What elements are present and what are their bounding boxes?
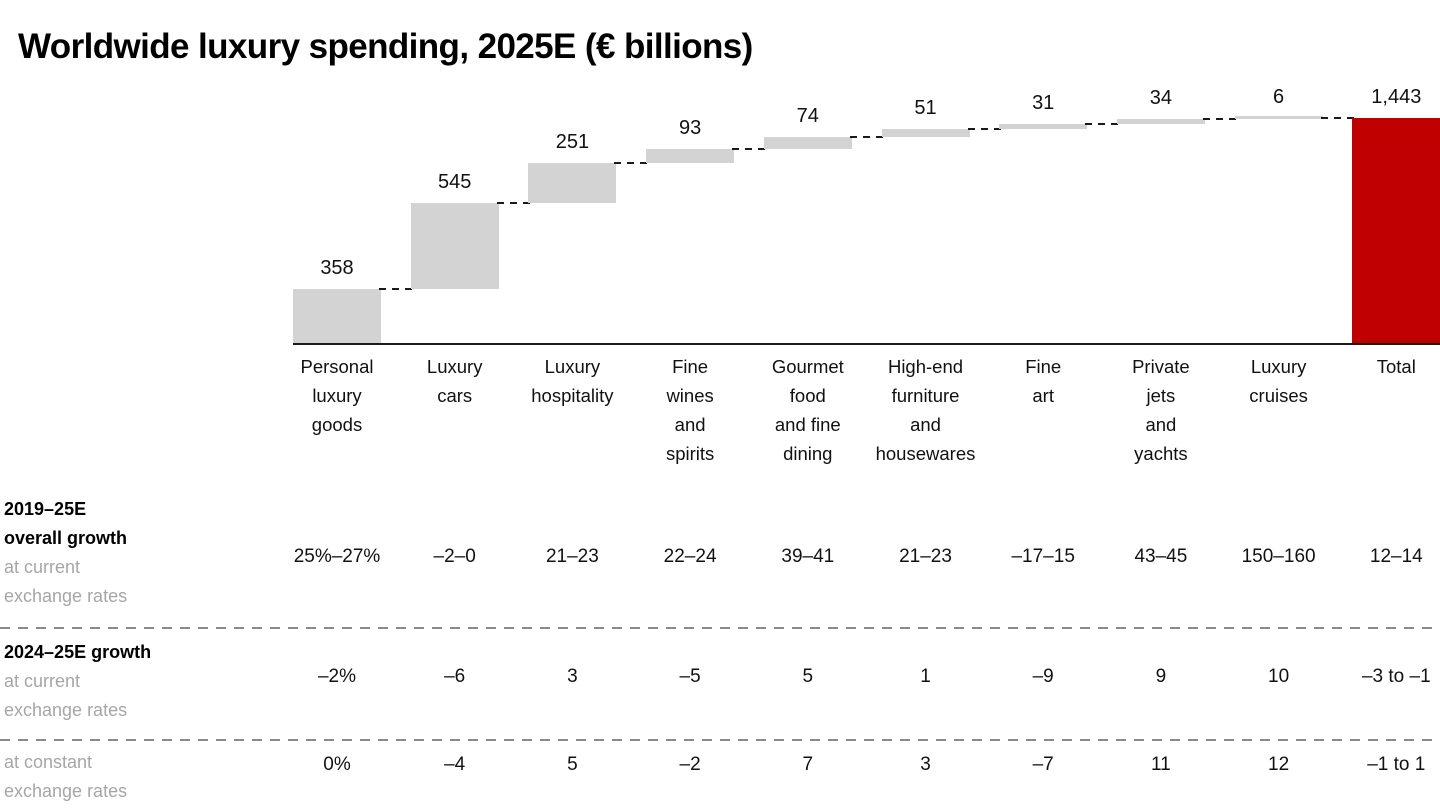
growth-value-cell: 21–23	[545, 546, 599, 567]
category-label: Luxury hospitality	[531, 356, 614, 406]
row-label-bold-line: 2024–25E growth	[4, 642, 152, 662]
bar-value-label: 6	[1273, 86, 1285, 108]
growth-value-cell: –2	[679, 754, 701, 775]
bar-value-label: 93	[678, 116, 702, 139]
growth-value-cell: –2%	[317, 666, 357, 687]
row-label-bold-line: 2019–25E	[4, 499, 87, 519]
growth-value-cell: –17–15	[1011, 546, 1075, 567]
growth-value-cell: 5	[802, 666, 814, 687]
row-label-bold-line: overall growth	[4, 528, 128, 548]
waterfall-bar	[1234, 116, 1323, 119]
growth-value-cell: –6	[444, 666, 466, 687]
category-label: Fine wines and spirits	[665, 356, 715, 464]
x-axis-line	[293, 343, 1440, 345]
waterfall-bar	[528, 163, 617, 203]
category-label: Fine art	[1025, 356, 1062, 406]
category-label: Private jets and yachts	[1132, 356, 1190, 464]
connector-line	[849, 136, 886, 139]
page-title: Worldwide luxury spending, 2025E (€ bill…	[18, 27, 753, 67]
growth-value-cell: 7	[802, 754, 814, 775]
waterfall-bar	[293, 288, 381, 345]
growth-value-cell: 43–45	[1134, 546, 1188, 567]
growth-value-cell: 25%–27%	[293, 546, 381, 567]
row-label-gray-line: exchange rates	[4, 781, 128, 801]
growth-value-cell: –2–0	[433, 546, 476, 567]
growth-value-cell: 5	[567, 754, 578, 775]
total-bar	[1352, 118, 1440, 345]
bar-value-label: 358	[320, 256, 354, 279]
row-label-gray-line: exchange rates	[4, 586, 128, 606]
bar-value-label: 74	[796, 105, 819, 128]
connector-line	[1085, 123, 1121, 126]
growth-value-cell: 9	[1155, 666, 1167, 687]
row-label: 2024–25E growth at current exchange rates	[4, 638, 264, 725]
growth-value-cell: 150–160	[1241, 546, 1316, 567]
row-label-gray-line: at constant	[4, 752, 93, 772]
row-label-gray-line: at current	[4, 557, 81, 577]
growth-value-cell: 3	[567, 666, 578, 687]
growth-value-cell: –9	[1032, 666, 1054, 687]
connector-line	[379, 287, 415, 290]
category-label: High-end furniture and housewares	[875, 356, 976, 464]
growth-value-cell: 39–41	[781, 546, 835, 567]
bar-value-label: 34	[1149, 86, 1173, 109]
category-label: Gourmet food and fine dining	[771, 356, 844, 464]
category-label: Luxury cruises	[1249, 356, 1308, 406]
connector-line	[1202, 117, 1239, 120]
category-label: Total	[1376, 356, 1416, 377]
growth-value-cell: –3 to –1	[1361, 666, 1431, 687]
connector-line	[732, 147, 768, 150]
growth-value-cell: 22–24	[663, 546, 717, 567]
row-label-gray-line: exchange rates	[4, 700, 128, 720]
waterfall-bar	[646, 148, 735, 164]
growth-value-cell: –1 to 1	[1367, 754, 1426, 775]
connector-line	[496, 201, 533, 204]
bar-value-label: 545	[438, 170, 472, 193]
waterfall-chart: 358 545 251 93 74 51 31 34 6 1,443	[0, 0, 1440, 345]
waterfall-bar	[1116, 118, 1205, 125]
growth-value-cell: 12	[1268, 754, 1290, 775]
dashed-separator	[0, 739, 1440, 741]
row-label: 2019–25E overall growth at current exchange…	[4, 495, 264, 611]
growth-value-cell: 3	[920, 754, 931, 775]
category-label: Luxury cars	[426, 356, 483, 406]
growth-value-cell: 21–23	[899, 546, 952, 567]
connector-line	[614, 162, 651, 165]
waterfall-bar	[410, 202, 499, 289]
growth-value-cell: –5	[679, 666, 701, 687]
growth-value-cell: 0%	[323, 754, 351, 775]
waterfall-bar	[763, 137, 852, 149]
growth-value-cell: 12–14	[1369, 546, 1423, 567]
connector-line	[1320, 117, 1357, 119]
row-label-gray-line: at current	[4, 671, 81, 691]
waterfall-bar	[881, 129, 970, 138]
growth-value-cell: 11	[1151, 754, 1171, 775]
growth-value-cell: 1	[920, 666, 931, 687]
category-label: Personal luxury goods	[300, 356, 374, 435]
connector-line	[967, 128, 1004, 131]
growth-value-cell: –4	[444, 754, 466, 775]
waterfall-bar	[999, 124, 1088, 130]
growth-value-cell: –7	[1032, 754, 1054, 775]
dashed-separator	[0, 627, 1440, 629]
bar-value-label: 251	[555, 131, 590, 154]
bar-value-label: 51	[914, 97, 937, 120]
bar-value-label: 31	[1032, 92, 1055, 115]
growth-value-cell: 10	[1268, 666, 1290, 687]
bar-value-label: 1,443	[1371, 86, 1422, 108]
row-label: at constant exchange rates	[4, 748, 264, 806]
